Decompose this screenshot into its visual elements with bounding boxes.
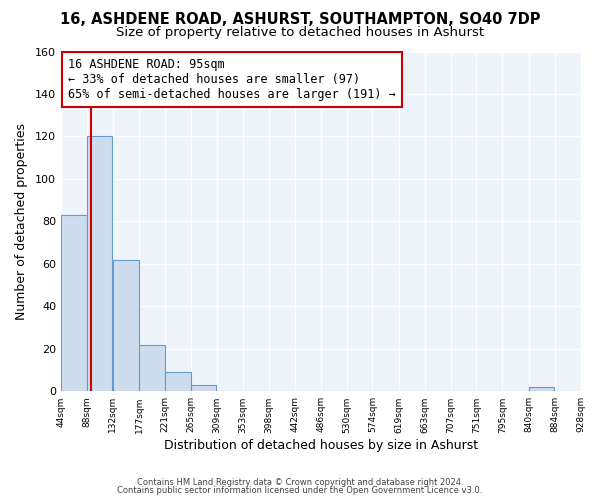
Text: 16 ASHDENE ROAD: 95sqm
← 33% of detached houses are smaller (97)
65% of semi-det: 16 ASHDENE ROAD: 95sqm ← 33% of detached… (68, 58, 396, 101)
Bar (139, 344, 165, 392)
Text: Contains HM Land Registry data © Crown copyright and database right 2024.: Contains HM Land Registry data © Crown c… (137, 478, 463, 487)
Bar (191, 385, 217, 392)
Bar (87, 136, 112, 392)
Text: 16, ASHDENE ROAD, ASHURST, SOUTHAMPTON, SO40 7DP: 16, ASHDENE ROAD, ASHURST, SOUTHAMPTON, … (60, 12, 540, 27)
Bar (61, 215, 86, 392)
Y-axis label: Number of detached properties: Number of detached properties (15, 123, 28, 320)
X-axis label: Distribution of detached houses by size in Ashurst: Distribution of detached houses by size … (164, 440, 478, 452)
Bar (529, 387, 554, 392)
Bar (165, 372, 191, 392)
Text: Size of property relative to detached houses in Ashurst: Size of property relative to detached ho… (116, 26, 484, 39)
Bar (113, 260, 139, 392)
Text: Contains public sector information licensed under the Open Government Licence v3: Contains public sector information licen… (118, 486, 482, 495)
